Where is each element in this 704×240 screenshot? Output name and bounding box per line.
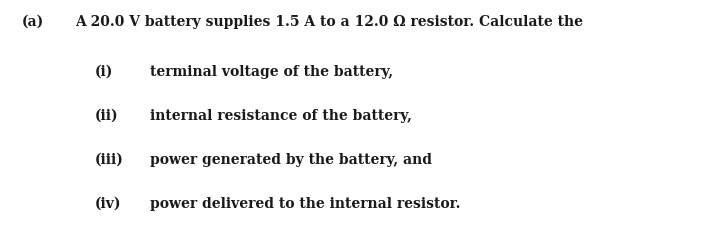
Text: (ii): (ii) [95, 109, 119, 123]
Text: A 20.0 V battery supplies 1.5 A to a 12.0 Ω resistor. Calculate the: A 20.0 V battery supplies 1.5 A to a 12.… [75, 15, 583, 29]
Text: power delivered to the internal resistor.: power delivered to the internal resistor… [150, 197, 460, 211]
Text: terminal voltage of the battery,: terminal voltage of the battery, [150, 65, 393, 79]
Text: (i): (i) [95, 65, 113, 79]
Text: internal resistance of the battery,: internal resistance of the battery, [150, 109, 412, 123]
Text: (a): (a) [22, 15, 44, 29]
Text: (iv): (iv) [95, 197, 122, 211]
Text: power generated by the battery, and: power generated by the battery, and [150, 153, 432, 167]
Text: (iii): (iii) [95, 153, 124, 167]
